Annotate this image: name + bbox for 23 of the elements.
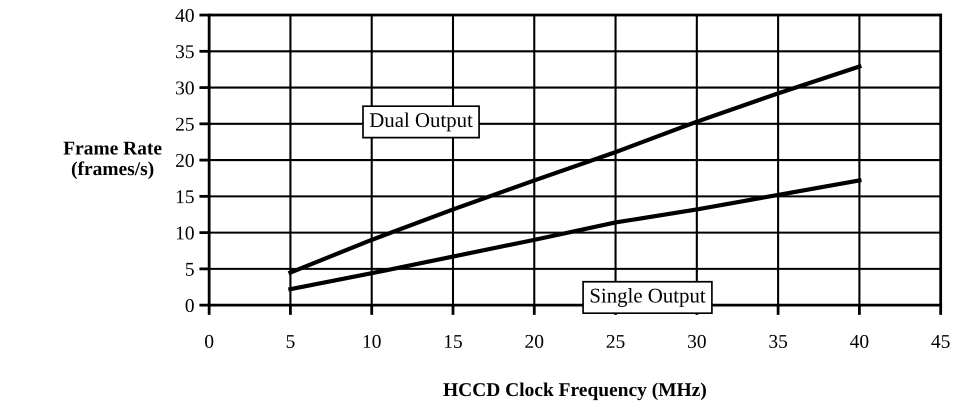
x-tick-label: 35 [769,334,788,348]
y-tick-label: 20 [176,154,194,168]
y-tick-label: 35 [176,45,194,58]
text: Single Output [590,288,706,307]
text: Dual Output [370,112,473,132]
x-axis-title: HCCD Clock Frequency (MHz) [443,382,706,400]
x-tick-label: 5 [286,335,295,348]
y-tick-label: 30 [176,81,194,95]
x-tick-label: 45 [931,335,950,348]
y-axis-title: Frame Rate (frames/s) [64,142,162,180]
y-tick-label: 0 [186,298,194,312]
x-tick-label: 25 [606,334,625,348]
x-tick-label: 0 [205,334,214,348]
x-tick-label: 20 [525,334,544,348]
x-tick-label: 15 [444,334,462,348]
x-tick-label: 10 [364,334,381,348]
y-tick-label: 40 [175,8,194,22]
y-tick-label: 10 [176,226,194,240]
y-tick-label: 15 [176,190,194,204]
y-tick-label: 5 [186,262,194,276]
y-tick-label: 25 [176,118,194,131]
x-tick-label: 30 [688,334,706,348]
x-tick-label: 40 [850,334,868,348]
